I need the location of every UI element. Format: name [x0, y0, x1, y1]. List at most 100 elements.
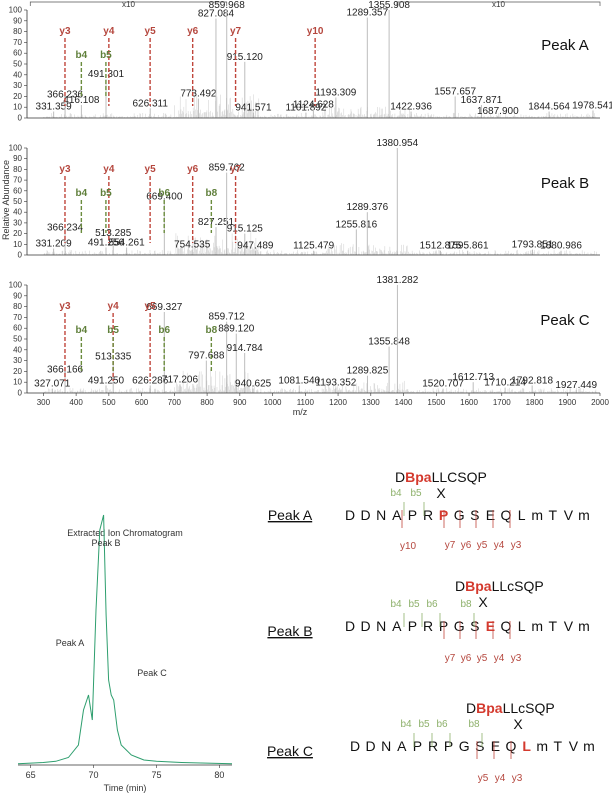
y-tick-label: 10	[13, 240, 22, 249]
residue: m	[578, 618, 590, 634]
residue: V	[564, 618, 574, 634]
peak-label: 327.071	[34, 379, 71, 390]
residue: A	[397, 738, 407, 754]
peak-label: 754.535	[174, 240, 211, 251]
ion-marker-label: y10	[307, 26, 324, 37]
ion-marker-label: y5	[145, 26, 157, 37]
peak-label: 773.492	[180, 89, 217, 100]
residue: G	[459, 738, 470, 754]
ion-marker-label: y3	[59, 164, 71, 175]
peak-label: 797.688	[188, 351, 225, 362]
residue: L	[518, 618, 526, 634]
b-ion-label: b5	[410, 488, 422, 499]
y-tick-label: 70	[13, 176, 22, 185]
peak-label: 1355.908	[368, 0, 410, 11]
ion-marker-label: y7	[230, 26, 242, 37]
b-ion-label: b6	[426, 599, 438, 610]
y-tick-label: 30	[13, 356, 22, 365]
x-tick-label: 800	[200, 398, 214, 407]
x-tick-label: 1500	[427, 398, 445, 407]
b-ion-label: b6	[436, 719, 448, 730]
b-ion-label: b4	[400, 719, 412, 730]
x-tick-label: 300	[37, 398, 51, 407]
x-tick-label: 500	[102, 398, 116, 407]
x-tick-label: 1300	[362, 398, 380, 407]
y-tick-label: 70	[13, 313, 22, 322]
peak-label: 669.400	[146, 192, 183, 203]
chromatogram-x-tick-label: 75	[151, 770, 161, 780]
chromatogram-x-tick-label: 65	[26, 770, 36, 780]
peak-label: 940.625	[235, 379, 272, 390]
peak-label: 1081.540	[278, 375, 320, 386]
peak-label: 717.206	[162, 374, 199, 385]
peak-label: 1289.376	[346, 202, 388, 213]
residue: m	[583, 738, 595, 754]
peak-label: 1880.986	[540, 241, 582, 252]
ion-marker-label: y5	[145, 164, 157, 175]
ion-marker-label: y7	[230, 164, 242, 175]
residue: R	[423, 618, 433, 634]
x10-bracket-line	[396, 1, 601, 6]
peak-label: 827.251	[198, 217, 235, 228]
residue: T	[549, 618, 558, 634]
residue: D	[345, 618, 355, 634]
peak-label: 1512.875	[420, 241, 462, 252]
ion-marker-label: b8	[206, 188, 218, 199]
residue: D	[366, 738, 376, 754]
y-ion-label: y3	[511, 540, 522, 551]
residue: R	[428, 738, 438, 754]
residue: S	[475, 738, 484, 754]
residue: A	[392, 507, 402, 523]
crosslinker-bpa: Bpa	[465, 578, 492, 594]
y-ion-label: y4	[494, 540, 505, 551]
peak-label: 1193.352	[315, 378, 356, 389]
y-ion-label: y4	[494, 653, 505, 664]
peak-label: 1927.449	[555, 380, 597, 391]
ion-marker-label: b6	[158, 325, 170, 336]
chromatogram-trace	[17, 514, 233, 765]
spectrum-panel-3: 327.071366.166491.250513.335626.286669.3…	[9, 275, 600, 398]
chromatogram-x-tick-label: 80	[214, 770, 224, 780]
crosslinker-sequence: DBpaLLCSQP	[395, 469, 487, 485]
peak-label: 915.120	[227, 52, 264, 63]
y-tick-label: 70	[13, 38, 22, 47]
y-ion-label: y4	[495, 773, 506, 784]
x10-label: x10	[122, 0, 135, 9]
ion-marker-label: y5	[145, 301, 157, 312]
x10-label: x10	[492, 0, 505, 9]
residue: G	[454, 618, 465, 634]
panel-name: Peak A	[541, 37, 589, 54]
y-tick-label: 20	[13, 92, 22, 101]
residue: Q	[501, 618, 512, 634]
y-ion-label: y6	[461, 653, 472, 664]
y-ion-label: y5	[477, 540, 488, 551]
x10-bracket: x10	[396, 0, 601, 9]
peak-label: 827.084	[198, 9, 235, 20]
y-tick-label: 80	[13, 302, 22, 311]
ion-marker-label: y4	[108, 301, 120, 312]
ion-marker-label: b4	[76, 188, 88, 199]
spectrum-panel-1: 331.359366.236416.108491.301626.311773.4…	[9, 0, 612, 123]
peak-label: 491.256	[88, 238, 125, 249]
y-ion-label: y5	[477, 653, 488, 664]
y-tick-label: 40	[13, 345, 22, 354]
y-tick-label: 50	[13, 60, 22, 69]
residue: E	[486, 507, 495, 523]
chromatogram-title: Extracted Ion Chromatogram	[67, 528, 183, 538]
y-tick-label: 40	[13, 208, 22, 217]
residue: T	[554, 738, 563, 754]
peak-label: 1978.541	[572, 100, 612, 111]
residue: m	[531, 507, 543, 523]
b-ion-label: b4	[390, 599, 402, 610]
residue: A	[392, 618, 402, 634]
residue: P	[444, 738, 453, 754]
x-tick-label: 1100	[297, 398, 315, 407]
residue: G	[454, 507, 465, 523]
crosslink-x: X	[436, 485, 446, 501]
peak-label: 513.285	[95, 228, 132, 239]
peak-label: 1193.309	[315, 87, 356, 98]
b-ion-label: b5	[408, 599, 420, 610]
y-tick-label: 80	[13, 27, 22, 36]
